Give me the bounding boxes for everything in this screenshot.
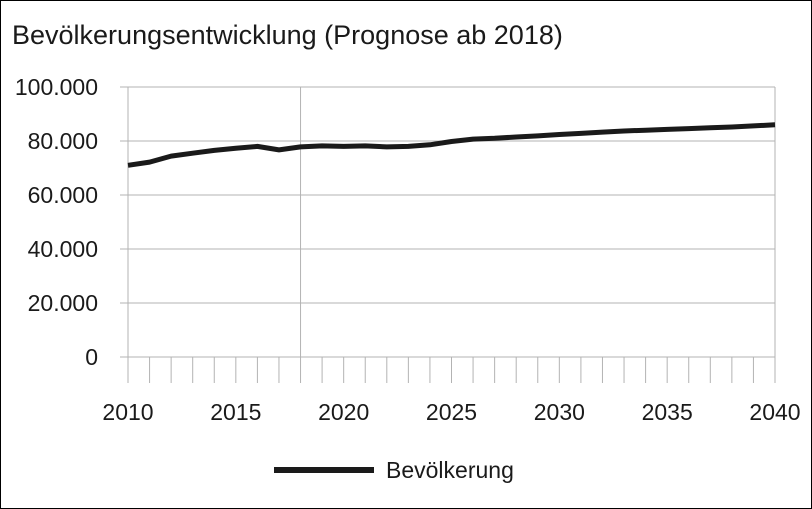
x-tick-label-6: 2040: [749, 399, 800, 425]
x-tick-label-0: 2010: [102, 399, 153, 425]
x-tick-label-4: 2030: [534, 399, 585, 425]
grid-layer: [128, 86, 776, 358]
y-tick-label-1: 20.000: [28, 290, 98, 316]
x-tick-label-2: 2020: [318, 399, 369, 425]
y-tick-label-4: 80.000: [28, 128, 98, 154]
legend-label: Bevölkerung: [386, 456, 514, 483]
series-layer: [127, 122, 776, 168]
y-tick-label-0: 0: [85, 344, 98, 370]
tick-label-layer: 0 20.000 40.000 60.000 80.000 100.000 2010 2015…: [15, 74, 801, 425]
axis-layer: [120, 86, 776, 383]
x-tick-label-1: 2015: [210, 399, 261, 425]
series-line-0: [127, 122, 776, 168]
chart-title: Bevölkerungsentwicklung (Prognose ab 201…: [12, 20, 563, 50]
y-tick-label-5: 100.000: [15, 74, 98, 100]
x-tick-label-5: 2035: [642, 399, 693, 425]
y-tick-label-2: 40.000: [28, 236, 98, 262]
legend: Bevölkerung: [274, 455, 514, 485]
x-tick-label-3: 2025: [426, 399, 477, 425]
y-tick-label-3: 60.000: [28, 182, 98, 208]
legend-swatch: [274, 467, 374, 473]
